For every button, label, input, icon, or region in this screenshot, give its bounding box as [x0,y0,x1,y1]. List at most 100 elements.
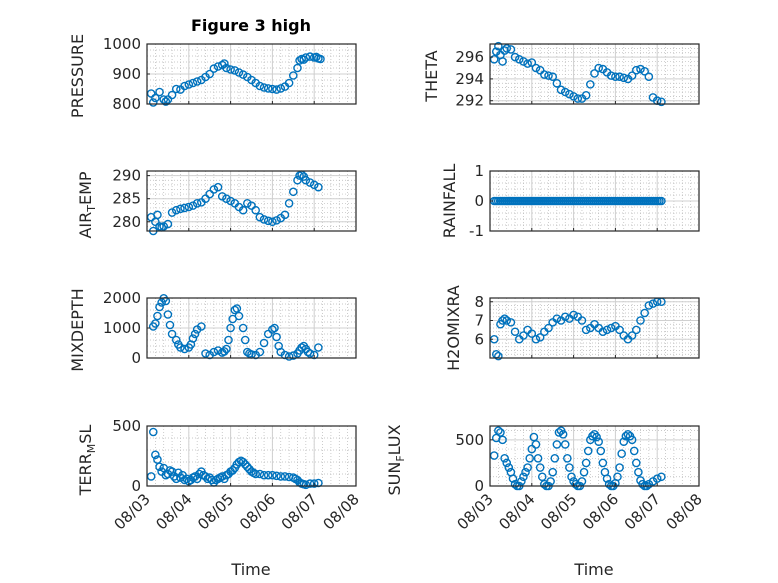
data-point [517,477,526,486]
data-point [305,178,315,187]
data-point [498,435,507,445]
data-point [579,467,589,477]
data-point [176,343,185,352]
data-point [190,329,200,339]
data-point [251,205,260,215]
data-point [594,63,603,73]
data-point [552,78,562,88]
data-point [567,472,576,482]
data-point [560,312,570,322]
data-point [263,216,273,226]
y-tick-label: 292 [455,92,484,110]
data-point [523,59,532,68]
data-point [602,325,612,335]
y-tick-label: 1000 [103,35,141,53]
ylabel-rainfall: RAINFALL [440,164,459,239]
data-point [533,454,543,463]
data-point [180,203,189,213]
data-point [163,310,173,319]
data-point [588,431,597,441]
data-point [502,458,512,468]
data-point [636,316,645,325]
data-point [648,299,658,308]
data-point [305,349,315,358]
ylabel-terr-msl: TERRMSL [76,425,98,497]
y-tick-label: 2000 [103,289,141,307]
data-point [270,323,279,333]
data-point [577,477,587,486]
data-point [171,84,181,94]
ylabel-h2omixra: H2OMIXRA [444,285,463,371]
data-point [617,449,626,458]
data-point [222,344,231,354]
data-point [222,63,231,73]
data-point [255,469,265,479]
data-point [301,175,311,185]
data-point [209,64,219,73]
subplot-rainfall: -1 0 1 [469,162,700,240]
data-point [506,45,516,54]
data-point [560,87,570,97]
data-point [247,201,256,210]
data-point [581,90,591,100]
ylabel-sun-flux: SUNFLUX [385,424,407,495]
ylabel-theta: THETA [422,50,441,102]
data-point [548,467,558,477]
data-point [288,187,298,197]
data-point [569,92,578,101]
data-point [606,71,616,80]
data-point [226,323,235,333]
data-point [184,202,194,212]
data-point [276,472,286,481]
data-point [259,215,269,224]
data-point [167,90,177,100]
data-point [205,189,214,199]
data-point [554,428,564,437]
data-point [180,344,189,354]
data-point [556,85,566,95]
y-tick-label: 0 [131,477,141,495]
data-point [157,298,166,307]
data-point [153,210,162,220]
ylabel-mixdepth: MIXDEPTH [68,288,87,371]
data-point [148,98,158,107]
data-point [594,437,603,446]
data-point [604,479,614,489]
data-point [192,77,202,86]
data-point [167,329,177,339]
y-tick-label: 1000 [103,319,141,337]
data-point [288,71,298,80]
y-tick-label: 294 [455,70,484,88]
data-point [508,474,518,483]
data-point [305,52,315,61]
data-series [146,52,325,107]
data-point [272,216,281,225]
data-point [550,454,560,463]
data-point [259,470,269,480]
data-point [182,474,192,484]
y-tick-label: 290 [112,167,141,185]
data-point [496,428,505,437]
ylabel-pressure: PRESSURE [68,34,87,118]
data-point [581,325,591,335]
data-point [151,450,160,460]
data-point [234,311,244,321]
data-point [640,66,649,76]
data-point [240,460,250,469]
data-point [232,304,242,313]
xlabel-left: Time [230,560,270,579]
data-point [171,205,181,215]
data-point [240,335,250,345]
y-tick-label: 500 [455,431,484,449]
data-point [213,346,223,355]
axes-box [489,425,700,487]
data-point [527,444,537,454]
data-point [238,205,248,215]
y-tick-label: 800 [112,95,141,113]
data-point [314,343,323,352]
data-point [596,446,606,456]
data-series [489,426,666,491]
data-point [519,57,528,66]
data-point [201,349,210,358]
